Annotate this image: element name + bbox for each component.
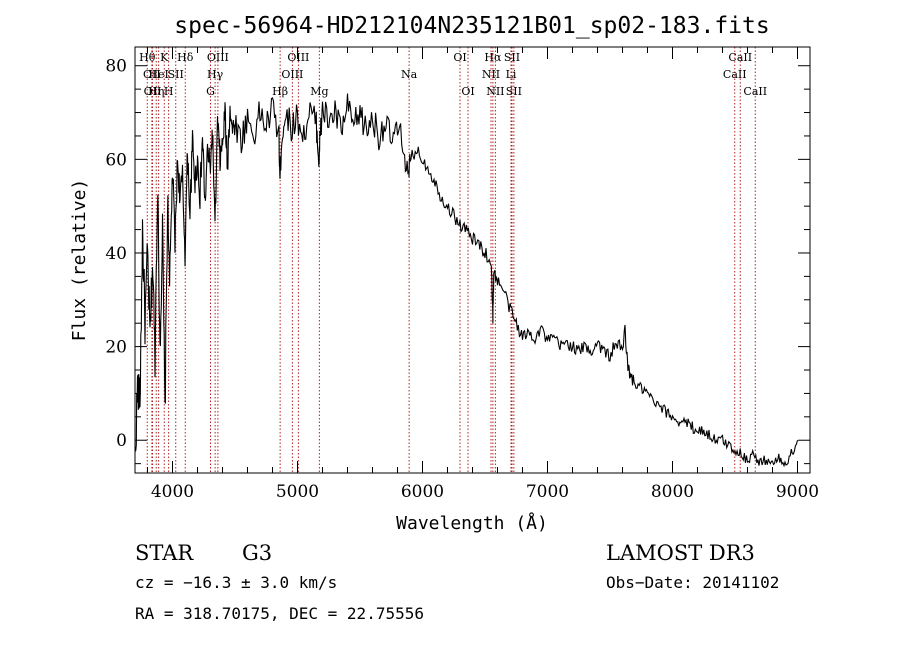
spectral-line-labels: HθOIIOIIHηHeIKHSIIHδGHγOIIIHβOIIIOIIIMgN… — [139, 51, 767, 98]
spectral-line-label: SII — [506, 85, 522, 98]
plot-frame — [134, 46, 811, 474]
spectral-line-label: Mg — [310, 85, 328, 98]
spectral-line-label: Hγ — [207, 68, 224, 81]
redshift-info: cz = −16.3 ± 3.0 km/s — [135, 573, 337, 592]
spectral-line-label: OIII — [287, 51, 309, 64]
x-axis-label: Wavelength (Å) — [396, 512, 548, 534]
x-tick-label: 5000 — [276, 482, 319, 502]
spectral-line-label: CaII — [723, 68, 747, 81]
x-tick-label: 8000 — [651, 482, 694, 502]
spectral-line-label: OIII — [207, 51, 229, 64]
x-tick-label: 7000 — [526, 482, 569, 502]
spectrum-line — [134, 93, 799, 468]
spectral-line-label: K — [160, 51, 169, 64]
spectral-line-label: SII — [504, 51, 520, 64]
spectral-line-label: NII — [486, 85, 504, 98]
y-axis-ticks: 0 20 40 60 80 — [105, 57, 810, 465]
spectral-line-label: CaII — [728, 51, 752, 64]
spectral-line-label: Li — [506, 68, 517, 81]
spectral-line-label: Hβ — [272, 85, 288, 98]
spectral-line-label: CaII — [743, 85, 767, 98]
spectral-line-label: Hα — [484, 51, 502, 64]
spectral-line-label: H — [164, 85, 174, 98]
chart-title: spec-56964-HD212104N235121B01_sp02-183.f… — [174, 13, 769, 39]
spectral-line-label: Hδ — [177, 51, 194, 64]
x-tick-label: 9000 — [776, 482, 819, 502]
spectral-line-label: OII — [144, 85, 162, 98]
spectral-line-label: OIII — [281, 68, 303, 81]
y-tick-label: 0 — [116, 431, 127, 451]
x-tick-label: 6000 — [401, 482, 444, 502]
spectral-line-label: OII — [143, 68, 161, 81]
y-tick-label: 40 — [105, 244, 127, 264]
y-tick-label: 20 — [105, 338, 127, 358]
spectral-line-label: NII — [482, 68, 500, 81]
y-axis-label: Flux (relative) — [69, 179, 90, 342]
spectral-line-label: Hθ — [139, 51, 156, 64]
spectral-line-label: Hη — [148, 85, 164, 98]
y-tick-label: 60 — [105, 150, 127, 170]
spectral-line-label: G — [206, 85, 215, 98]
spectral-line-label: SII — [168, 68, 184, 81]
spectral-line-markers — [146, 47, 756, 473]
spectral-line-label: Na — [401, 68, 418, 81]
spectral-line-label: HeI — [148, 68, 168, 81]
observation-date: Obs−Date: 20141102 — [606, 573, 779, 592]
x-axis-ticks: 4000 5000 6000 7000 8000 9000 — [147, 47, 819, 502]
object-type: STAR — [135, 541, 194, 565]
spectral-line-label: OI — [453, 51, 466, 64]
x-tick-label: 4000 — [151, 482, 194, 502]
spectral-subclass: G3 — [242, 541, 272, 565]
y-tick-label: 80 — [105, 57, 127, 77]
coordinates: RA = 318.70175, DEC = 22.75556 — [135, 604, 424, 623]
survey-name: LAMOST DR3 — [606, 541, 755, 565]
spectral-line-label: OI — [461, 85, 474, 98]
